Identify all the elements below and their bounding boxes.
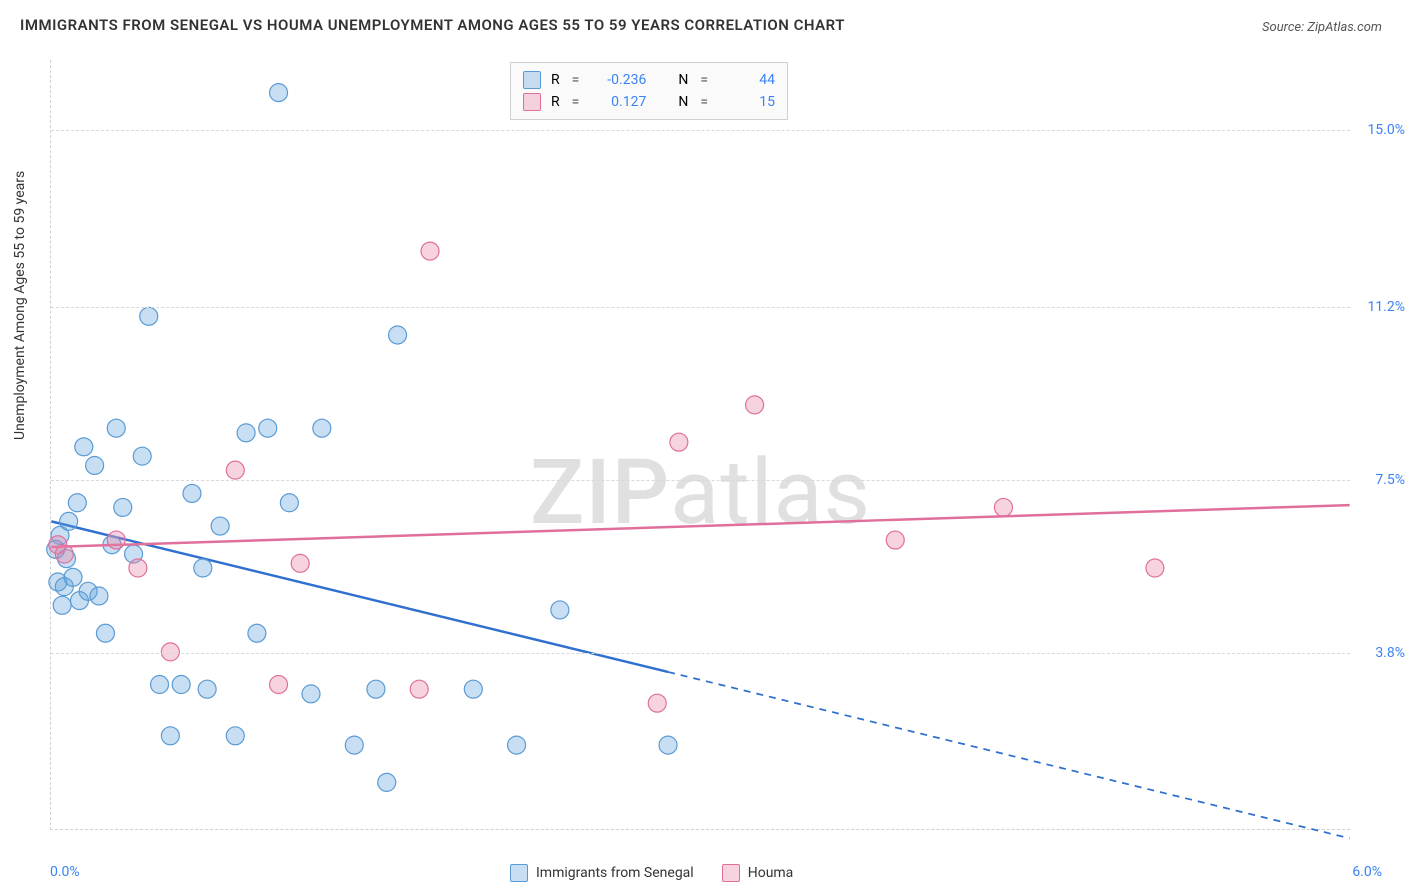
legend-r-value-pink: 0.127: [591, 94, 646, 110]
data-point: [60, 512, 78, 530]
data-point: [670, 433, 688, 451]
legend-series: Immigrants from Senegal Houma: [510, 864, 793, 882]
legend-row-blue: R = -0.236 N = 44: [523, 69, 775, 91]
source-label: Source: ZipAtlas.com: [1262, 20, 1382, 35]
data-point: [994, 498, 1012, 516]
legend-n-value-pink: 15: [720, 94, 775, 110]
data-point: [378, 773, 396, 791]
swatch-pink-icon: [722, 864, 740, 882]
data-point: [211, 517, 229, 535]
x-tick-max: 6.0%: [1352, 864, 1382, 880]
equals-icon: =: [572, 94, 580, 110]
data-point: [421, 242, 439, 260]
legend-r-value-blue: -0.236: [591, 72, 646, 88]
equals-icon: =: [700, 94, 708, 110]
chart-svg: [51, 60, 1350, 829]
swatch-blue-icon: [510, 864, 528, 882]
data-point: [226, 461, 244, 479]
data-point: [659, 736, 677, 754]
data-point: [183, 484, 201, 502]
legend-correlation: R = -0.236 N = 44 R = 0.127 N = 15: [510, 62, 788, 120]
y-tick-label: 3.8%: [1375, 645, 1405, 661]
legend-r-label: R: [551, 94, 560, 110]
data-point: [68, 494, 86, 512]
legend-n-value-blue: 44: [720, 72, 775, 88]
data-point: [133, 447, 151, 465]
legend-n-label: N: [678, 94, 688, 110]
data-point: [280, 494, 298, 512]
data-point: [226, 727, 244, 745]
data-point: [107, 531, 125, 549]
data-point: [551, 601, 569, 619]
legend-label-houma: Houma: [748, 865, 794, 881]
swatch-pink-icon: [523, 93, 541, 111]
data-point: [270, 84, 288, 102]
data-point: [114, 498, 132, 516]
data-point: [64, 568, 82, 586]
equals-icon: =: [572, 72, 580, 88]
legend-item-houma: Houma: [722, 864, 794, 882]
legend-n-label: N: [678, 72, 688, 88]
data-point: [172, 676, 190, 694]
data-point: [886, 531, 904, 549]
chart-title: IMMIGRANTS FROM SENEGAL VS HOUMA UNEMPLO…: [20, 16, 845, 34]
data-point: [389, 326, 407, 344]
data-point: [237, 424, 255, 442]
y-tick-label: 15.0%: [1367, 122, 1405, 138]
data-point: [248, 624, 266, 642]
data-point: [464, 680, 482, 698]
data-point: [410, 680, 428, 698]
data-point: [508, 736, 526, 754]
legend-label-senegal: Immigrants from Senegal: [536, 865, 694, 881]
data-point: [53, 596, 71, 614]
data-point: [367, 680, 385, 698]
data-point: [86, 456, 104, 474]
data-point: [161, 727, 179, 745]
trendline: [51, 505, 1349, 547]
swatch-blue-icon: [523, 71, 541, 89]
equals-icon: =: [700, 72, 708, 88]
data-point: [90, 587, 108, 605]
data-point: [291, 554, 309, 572]
data-point: [107, 419, 125, 437]
data-point: [194, 559, 212, 577]
data-point: [259, 419, 277, 437]
data-point: [198, 680, 216, 698]
gridline: [51, 480, 1350, 481]
y-tick-label: 7.5%: [1375, 472, 1405, 488]
data-point: [648, 694, 666, 712]
gridline: [51, 130, 1350, 131]
data-point: [140, 307, 158, 325]
data-point: [302, 685, 320, 703]
data-point: [96, 624, 114, 642]
data-point: [75, 438, 93, 456]
data-point: [1146, 559, 1164, 577]
trendline-extrapolated: [668, 672, 1350, 838]
data-point: [313, 419, 331, 437]
data-point: [129, 559, 147, 577]
y-axis-label: Unemployment Among Ages 55 to 59 years: [12, 171, 28, 440]
data-point: [270, 676, 288, 694]
data-point: [151, 676, 169, 694]
data-point: [345, 736, 363, 754]
gridline: [51, 307, 1350, 308]
data-point: [746, 396, 764, 414]
legend-item-senegal: Immigrants from Senegal: [510, 864, 694, 882]
legend-row-pink: R = 0.127 N = 15: [523, 91, 775, 113]
plot-area: ZIPatlas 3.8%7.5%11.2%15.0%: [50, 60, 1350, 830]
x-tick-min: 0.0%: [50, 864, 80, 880]
gridline: [51, 653, 1350, 654]
legend-r-label: R: [551, 72, 560, 88]
data-point: [55, 545, 73, 563]
y-tick-label: 11.2%: [1367, 299, 1405, 315]
